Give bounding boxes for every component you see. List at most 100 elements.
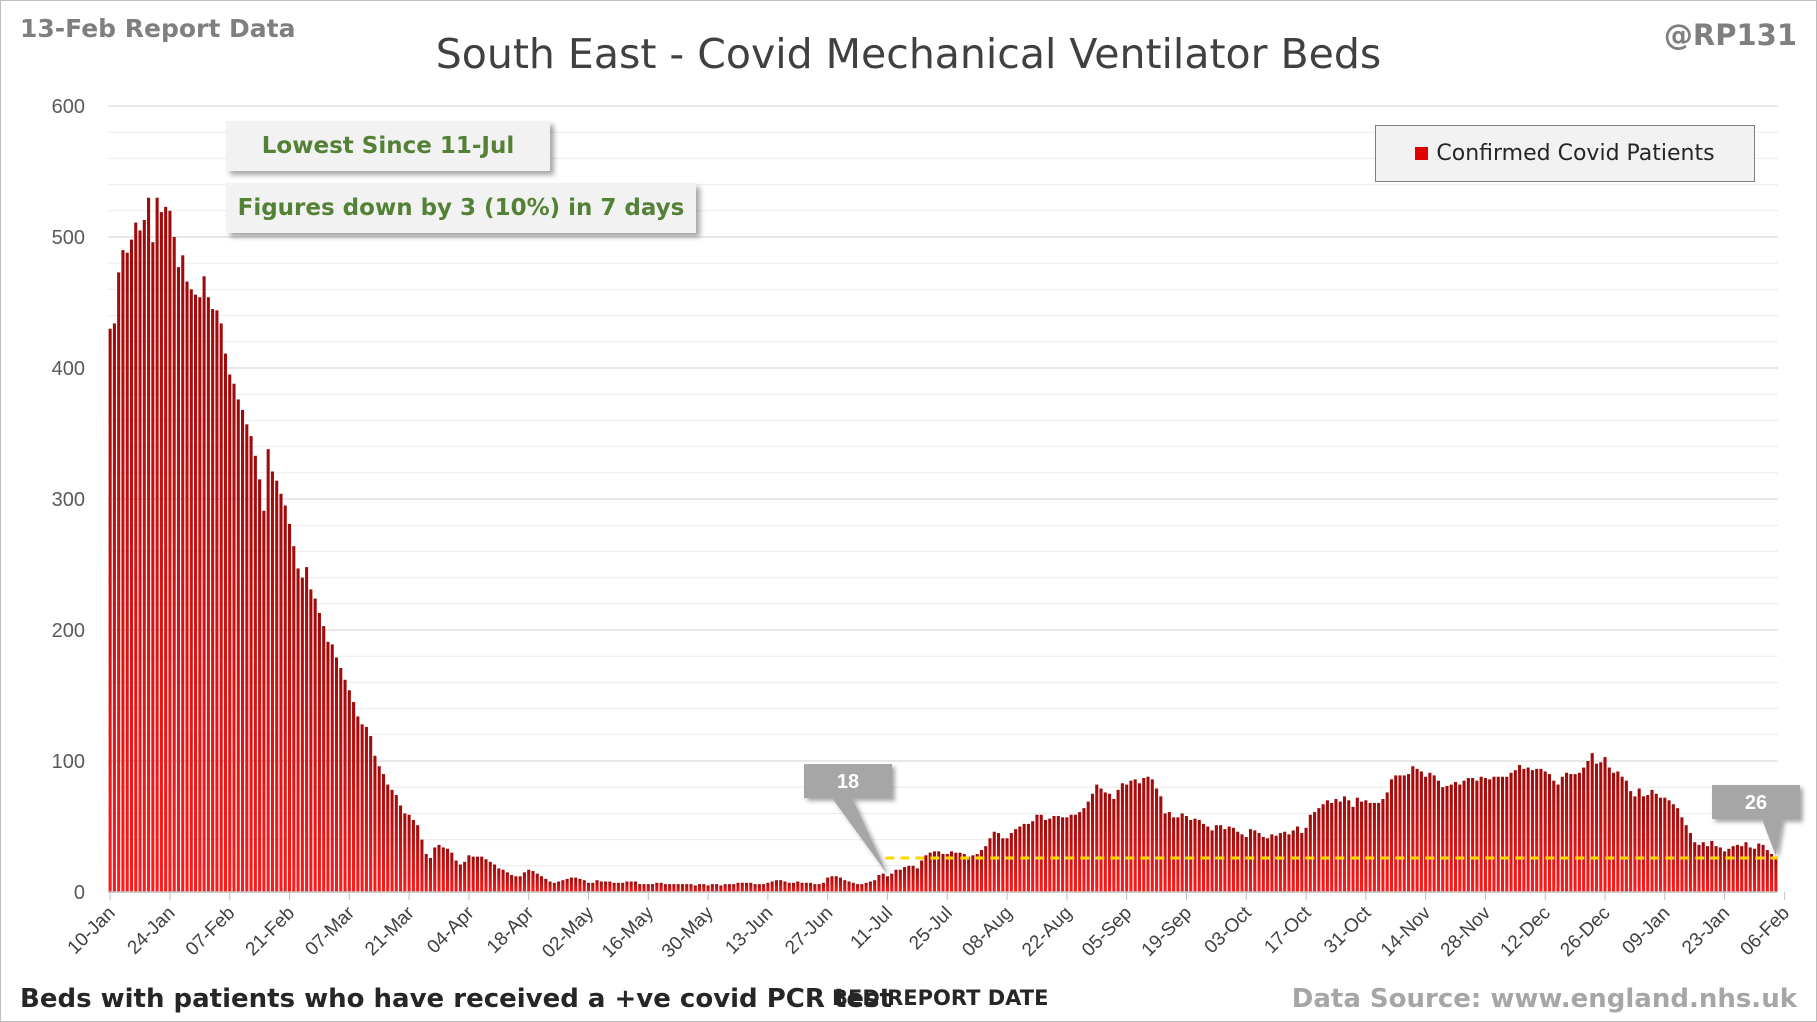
x-tick-label: 28-Nov [1437, 902, 1496, 961]
bar [838, 877, 843, 892]
bar [1620, 776, 1624, 892]
bar [1069, 814, 1073, 892]
x-tick-label: 08-Aug [958, 903, 1016, 961]
bar [689, 884, 693, 892]
bar [228, 374, 232, 892]
bar [236, 399, 240, 892]
bar [1500, 776, 1505, 892]
bar [352, 702, 356, 892]
bar [1744, 842, 1748, 892]
bar [475, 856, 479, 892]
bar [501, 869, 505, 892]
x-tick-label: 13-Jun [721, 903, 777, 959]
bar [1441, 787, 1445, 892]
report-date-label: 13-Feb Report Data [20, 14, 296, 43]
bar [1197, 819, 1201, 892]
bar [582, 880, 586, 892]
bar [142, 219, 146, 893]
x-tick-label: 26-Dec [1556, 903, 1614, 961]
bar [1244, 836, 1248, 892]
y-tick-label: 0 [74, 882, 85, 904]
bar [1547, 774, 1552, 892]
y-axis-ticks: 0 100 200 300 400 500 600 [52, 96, 85, 904]
bar [1731, 846, 1735, 892]
bar [1082, 808, 1086, 892]
bar [1714, 846, 1718, 892]
bar [1663, 797, 1667, 892]
bar [112, 323, 116, 893]
bar [732, 884, 736, 892]
x-tick-label: 30-May [658, 902, 718, 962]
bar [668, 884, 672, 892]
x-tick-label: 31-Oct [1320, 902, 1376, 958]
bar [1539, 768, 1543, 892]
bar [992, 831, 996, 892]
bar [206, 297, 210, 892]
bar [1676, 808, 1680, 892]
y-tick-label: 100 [52, 751, 85, 773]
bar [826, 877, 830, 892]
bar [873, 880, 877, 892]
bar [1680, 817, 1684, 892]
bar [1261, 836, 1265, 892]
x-tick-label: 25-Jul [905, 903, 956, 954]
bar [241, 409, 245, 892]
bar [766, 882, 770, 892]
bar [1774, 857, 1778, 892]
bar [147, 197, 151, 892]
bar [941, 854, 945, 892]
bar [1637, 788, 1641, 892]
bar [198, 297, 202, 892]
bar [796, 881, 800, 892]
bar [996, 833, 1001, 892]
bar [779, 880, 783, 892]
bar [954, 852, 958, 892]
bar [1740, 846, 1744, 892]
bar [962, 854, 966, 892]
bar [544, 878, 548, 892]
bar [437, 844, 441, 892]
bar [275, 480, 279, 892]
bar [1146, 776, 1150, 892]
bar [685, 884, 689, 892]
bar [1035, 814, 1039, 892]
x-axis-title: BED REPORT DATE [832, 986, 1049, 1010]
bar [1073, 814, 1077, 892]
bar [390, 789, 394, 892]
bar [719, 885, 723, 892]
bar [710, 884, 714, 892]
bar [1718, 847, 1722, 892]
bar [557, 881, 561, 892]
bar [497, 868, 501, 892]
bar [945, 854, 949, 892]
y-tick-label: 500 [52, 227, 85, 249]
bar [1727, 848, 1731, 892]
bar [1535, 768, 1539, 892]
bar [1693, 842, 1697, 892]
bar [1710, 840, 1714, 892]
y-tick-label: 400 [52, 358, 85, 380]
bar [189, 289, 193, 892]
bar [676, 884, 680, 892]
bar [1577, 772, 1581, 892]
bar [1607, 767, 1611, 892]
bar [1099, 788, 1103, 892]
bar [249, 436, 253, 892]
bar [975, 854, 979, 892]
bar [539, 876, 544, 892]
bar [1321, 804, 1325, 892]
bar [834, 876, 838, 892]
bar [1078, 812, 1082, 892]
bar [1227, 826, 1231, 892]
x-tick-label: 06-Feb [1737, 903, 1794, 960]
x-tick-label: 22-Aug [1018, 903, 1076, 961]
bar [1039, 814, 1043, 892]
bar [642, 884, 646, 892]
callout-label: 18 [837, 771, 859, 793]
bar [326, 641, 330, 892]
bar [698, 884, 702, 892]
bar [1223, 829, 1227, 892]
bar [625, 881, 629, 892]
